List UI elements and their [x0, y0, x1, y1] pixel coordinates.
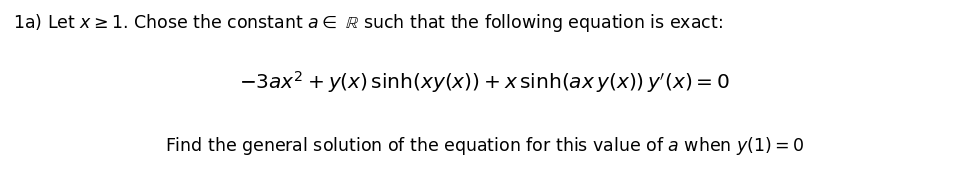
- Text: 1a) Let $x \geq 1$. Chose the constant $a \in$ $\mathbb{R}$ such that the follow: 1a) Let $x \geq 1$. Chose the constant $…: [13, 12, 722, 34]
- Text: $-3ax^2 + y(x)\,\sinh\!\left(xy(x)\right) + x\,\sinh\!\left(ax\,y(x)\right)\,y'(: $-3ax^2 + y(x)\,\sinh\!\left(xy(x)\right…: [239, 69, 730, 95]
- Text: Find the general solution of the equation for this value of $a$ when $y(1) = 0$: Find the general solution of the equatio…: [165, 135, 804, 157]
